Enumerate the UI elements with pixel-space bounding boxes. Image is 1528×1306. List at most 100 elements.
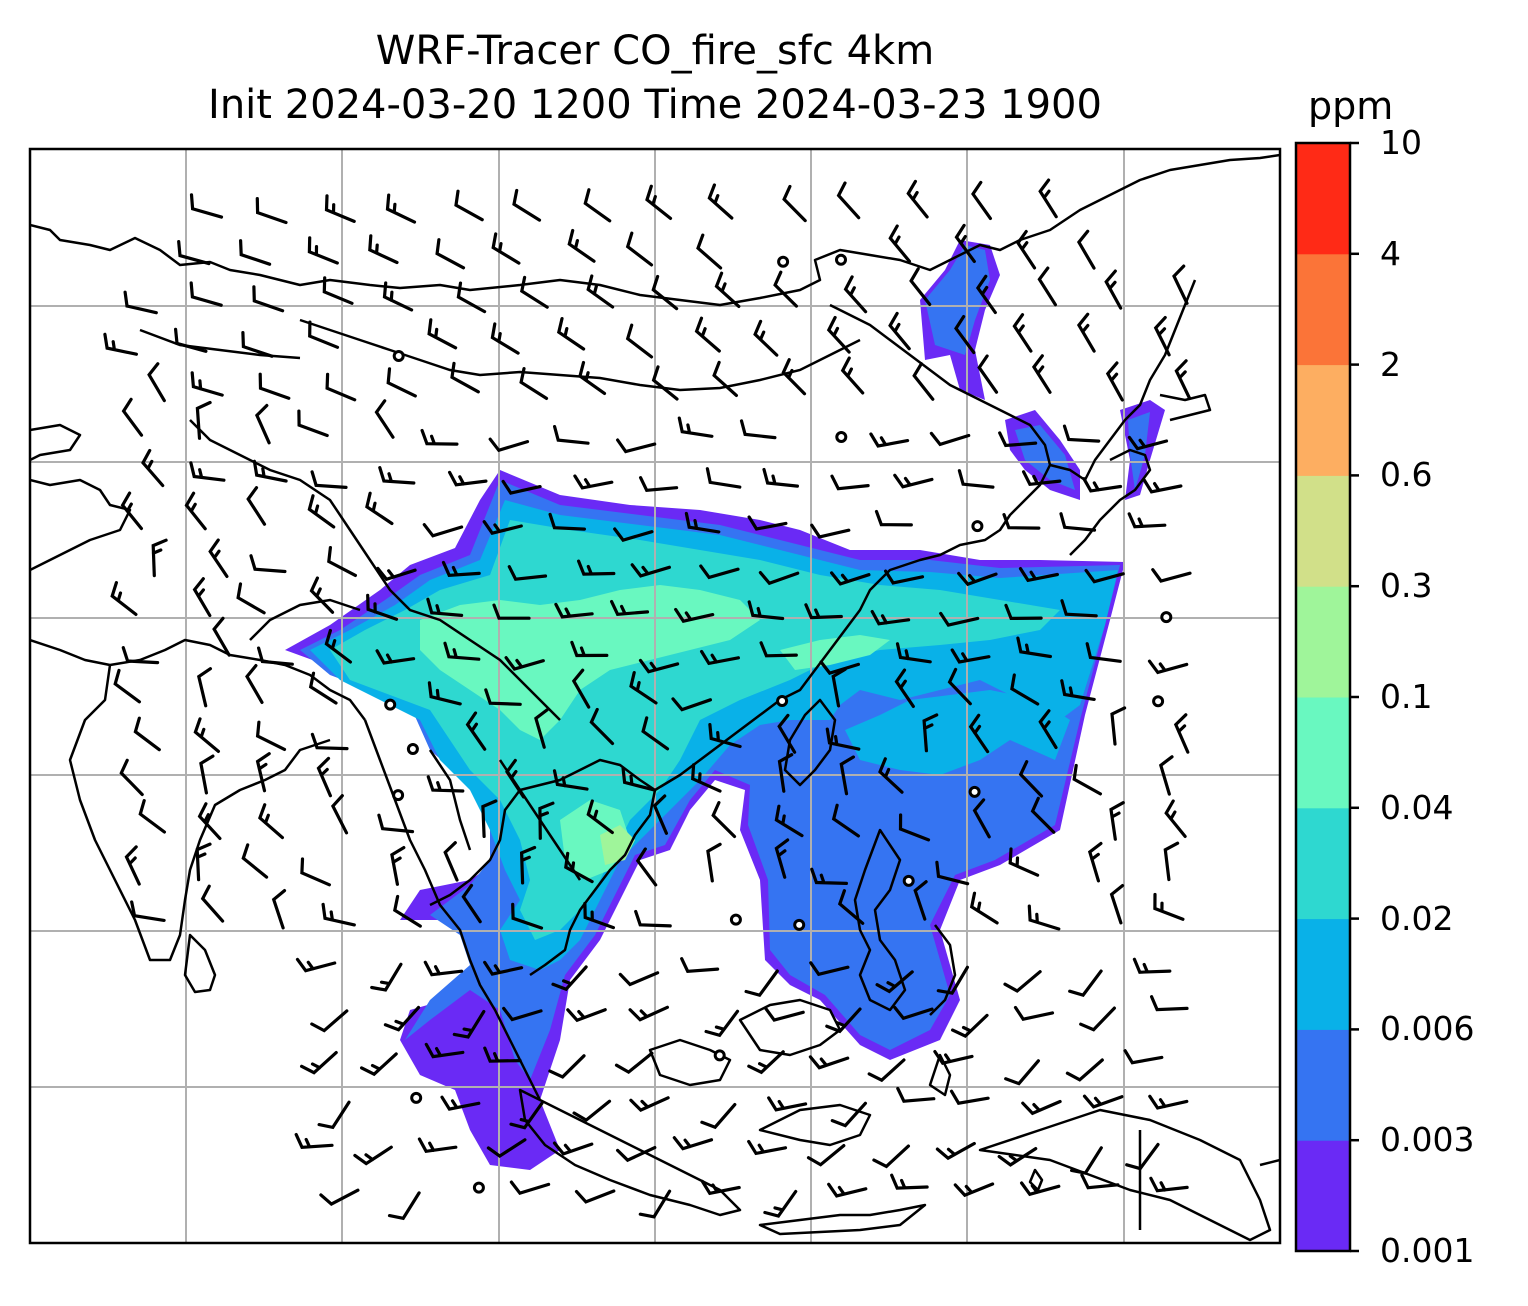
wind-barb bbox=[826, 315, 851, 354]
wind-barb bbox=[1127, 512, 1167, 529]
wind-barb bbox=[977, 354, 999, 394]
wind-barb bbox=[951, 1013, 989, 1039]
wind-barb bbox=[482, 520, 523, 536]
wind-barb bbox=[481, 799, 498, 838]
wind-barb bbox=[1123, 1049, 1164, 1065]
wind-barb bbox=[308, 671, 338, 705]
wind-barb bbox=[538, 801, 555, 840]
wind-barb bbox=[912, 362, 935, 401]
wind-barb bbox=[258, 803, 284, 840]
wind-barb bbox=[878, 757, 904, 794]
wind-barb bbox=[1004, 603, 1043, 621]
colorbar-swatch bbox=[1296, 807, 1350, 920]
wind-barb bbox=[1031, 354, 1052, 394]
wind-barb bbox=[884, 569, 925, 585]
calm-wind-circle bbox=[472, 1181, 485, 1194]
wind-barb bbox=[509, 1180, 551, 1196]
wind-barb bbox=[366, 593, 399, 621]
wind-barb bbox=[758, 571, 800, 586]
wind-barb bbox=[913, 880, 928, 921]
wind-barb bbox=[895, 642, 932, 664]
wind-barb bbox=[890, 1173, 929, 1190]
wind-barb bbox=[426, 597, 464, 617]
wind-barb bbox=[773, 270, 798, 308]
wind-barb bbox=[1012, 313, 1033, 353]
wind-barb bbox=[423, 960, 464, 977]
wind-barb bbox=[1038, 178, 1058, 219]
wind-barb bbox=[933, 1050, 974, 1066]
wind-barb bbox=[586, 799, 614, 835]
wind-barb bbox=[641, 716, 670, 751]
wind-barb bbox=[123, 290, 158, 315]
wind-barb bbox=[1037, 266, 1057, 307]
wind-barb bbox=[935, 1141, 976, 1161]
wind-barb bbox=[1030, 796, 1056, 834]
wind-barb bbox=[255, 752, 271, 793]
wind-barb bbox=[896, 1086, 936, 1103]
wind-barb bbox=[249, 554, 287, 574]
wind-barb bbox=[520, 275, 549, 309]
wind-barb bbox=[630, 563, 671, 578]
wind-barb bbox=[870, 609, 911, 626]
wind-barb bbox=[505, 758, 526, 799]
calm-wind-circle bbox=[406, 743, 419, 755]
wind-barb bbox=[1150, 995, 1189, 1012]
wind-barb bbox=[443, 841, 459, 882]
co-fill-level-5 bbox=[420, 585, 760, 740]
wind-barb bbox=[519, 367, 549, 400]
wind-barb bbox=[486, 1138, 527, 1159]
wind-barb bbox=[674, 607, 715, 624]
wind-barb bbox=[519, 845, 537, 885]
calm-wind-circle bbox=[902, 874, 915, 887]
wind-barb bbox=[454, 189, 484, 222]
wind-barb bbox=[420, 428, 459, 446]
calm-wind-circle bbox=[793, 918, 806, 931]
wind-barb bbox=[417, 1137, 458, 1154]
wind-barb bbox=[325, 372, 357, 402]
wind-barb bbox=[1082, 477, 1123, 493]
wind-barb bbox=[1027, 904, 1061, 931]
wind-barb bbox=[691, 763, 722, 793]
wind-barb bbox=[490, 322, 520, 355]
wind-barb bbox=[255, 720, 287, 751]
wind-barb bbox=[255, 197, 288, 225]
calm-wind-circle bbox=[392, 350, 405, 362]
wind-barb bbox=[435, 238, 466, 270]
wind-barb bbox=[1008, 847, 1040, 877]
wind-barb bbox=[199, 754, 215, 795]
wind-barb bbox=[699, 564, 740, 580]
wind-barb bbox=[707, 183, 734, 220]
wind-barb bbox=[583, 901, 615, 930]
wind-barb bbox=[1004, 1059, 1040, 1086]
calm-wind-circle bbox=[776, 695, 789, 707]
wind-barb bbox=[502, 1006, 543, 1022]
wind-barb bbox=[1079, 1006, 1116, 1032]
wind-barb bbox=[190, 371, 224, 397]
wind-barb bbox=[378, 466, 416, 485]
wind-barb bbox=[390, 846, 406, 886]
wind-barb bbox=[809, 961, 850, 977]
wind-barb bbox=[629, 1096, 670, 1113]
wind-barb bbox=[777, 713, 797, 754]
wind-barb bbox=[1173, 713, 1190, 754]
wind-barb bbox=[426, 775, 465, 793]
wind-barb bbox=[570, 640, 609, 658]
calm-wind-circle bbox=[729, 913, 742, 926]
wind-barb bbox=[239, 239, 272, 266]
wind-barb bbox=[552, 769, 589, 791]
wind-barb bbox=[1109, 801, 1125, 841]
wind-barb bbox=[1060, 599, 1098, 618]
wind-barb bbox=[1174, 359, 1191, 400]
wind-barb bbox=[1016, 229, 1037, 270]
wind-barb bbox=[448, 470, 488, 487]
wind-barb bbox=[370, 962, 403, 992]
wind-barb bbox=[767, 1096, 808, 1112]
wind-barb bbox=[806, 1144, 846, 1167]
wind-barb bbox=[893, 473, 934, 489]
wind-barb bbox=[744, 969, 779, 998]
wind-barb bbox=[625, 231, 654, 267]
wind-barb bbox=[831, 803, 860, 838]
wind-barb bbox=[950, 648, 991, 664]
wind-barb bbox=[645, 184, 673, 220]
wind-barb bbox=[393, 894, 422, 928]
